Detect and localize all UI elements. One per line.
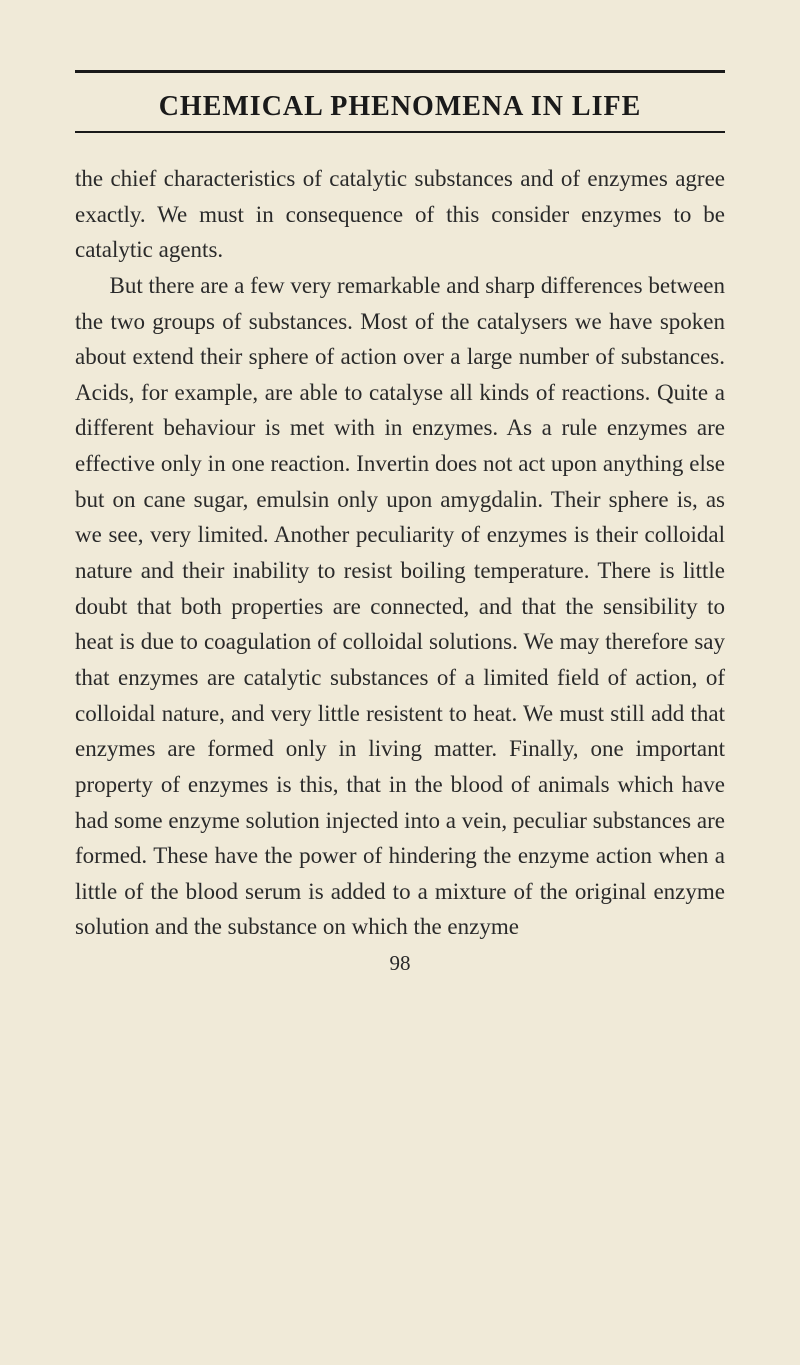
- header-rule-top: [75, 70, 725, 73]
- paragraph-2: But there are a few very remarkable and …: [75, 268, 725, 945]
- page-number: 98: [75, 951, 725, 976]
- paragraph-1: the chief characteristics of catalytic s…: [75, 161, 725, 268]
- body-text-container: the chief characteristics of catalytic s…: [75, 161, 725, 945]
- chapter-title: CHEMICAL PHENOMENA IN LIFE: [75, 83, 725, 131]
- header-rule-bottom: [75, 131, 725, 133]
